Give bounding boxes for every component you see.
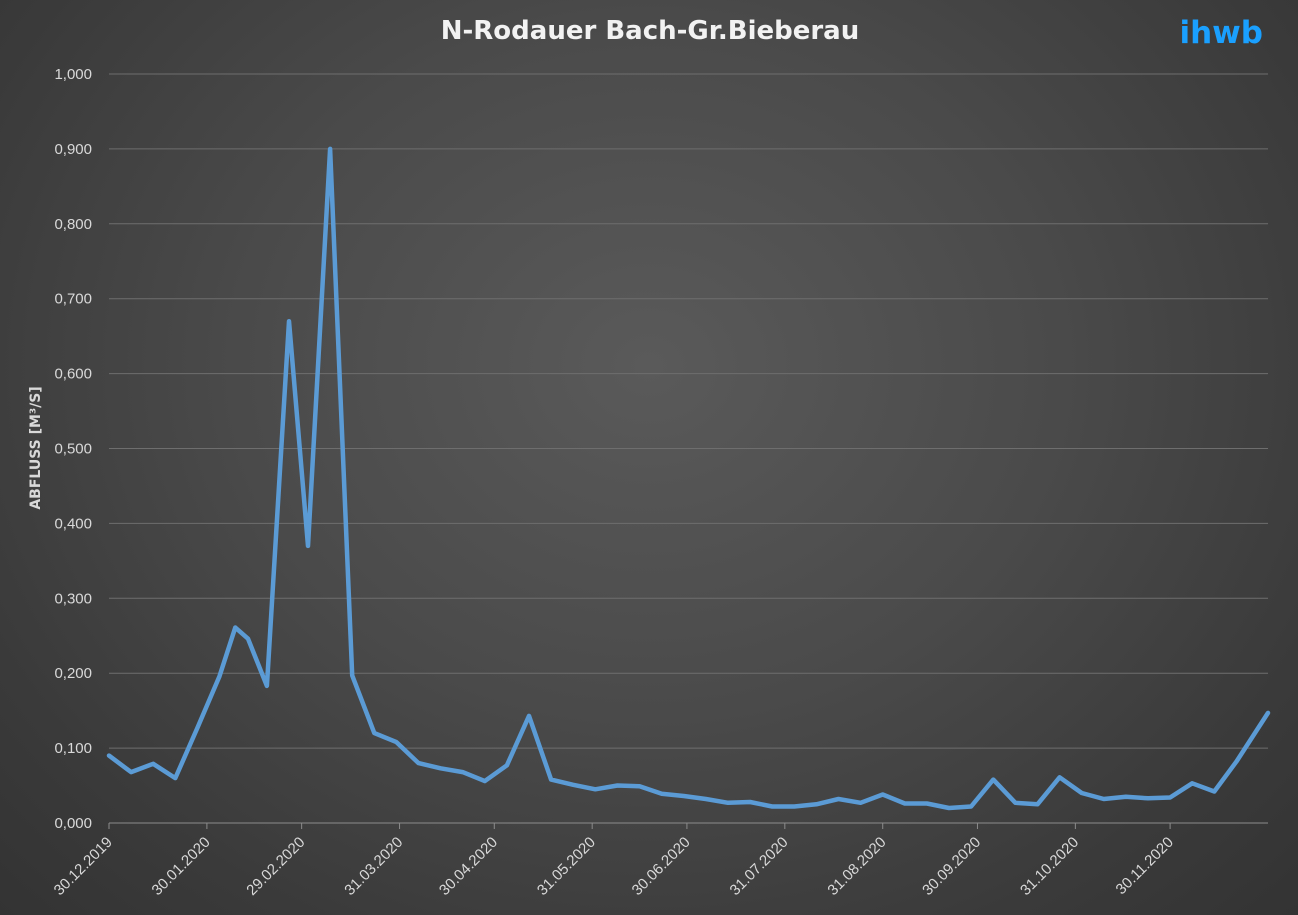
x-tick-label: 30.04.2020 <box>436 834 501 899</box>
y-tick-label: 0,800 <box>54 216 92 233</box>
y-tick-label: 0,900 <box>54 141 92 158</box>
y-tick-label: 0,200 <box>54 665 92 682</box>
y-tick-label: 0,000 <box>54 815 92 832</box>
y-tick-label: 1,000 <box>54 66 92 83</box>
x-axis-ticks: 30.12.2019 30.01.2020 29.02.2020 31.03.2020… <box>51 823 1177 899</box>
x-tick-label: 30.06.2020 <box>629 834 694 899</box>
x-tick-label: 31.07.2020 <box>727 834 792 899</box>
x-tick-label: 30.11.2020 <box>1113 834 1177 898</box>
chart-title: N-Rodauer Bach-Gr.Bieberau <box>441 16 860 46</box>
series-layer <box>106 146 1271 811</box>
y-tick-label: 0,500 <box>54 441 92 458</box>
x-tick-label: 31.05.2020 <box>534 834 599 899</box>
y-tick-label: 0,600 <box>54 366 92 383</box>
y-axis-label: ABFLUSS [M³/S] <box>28 386 44 509</box>
x-tick-label: 31.10.2020 <box>1017 834 1082 899</box>
x-tick-label: 31.08.2020 <box>824 834 889 899</box>
y-tick-label: 0,700 <box>54 291 92 308</box>
x-tick-label: 30.01.2020 <box>149 834 214 899</box>
series-line-0 <box>106 146 1271 811</box>
ihwb-logo: ihwb <box>1179 15 1263 51</box>
y-tick-label: 0,100 <box>54 740 92 757</box>
x-tick-label: 30.09.2020 <box>919 834 984 899</box>
y-axis-ticks: 0,000 0,100 0,200 0,300 0,400 0,500 0,600 0,700… <box>54 66 92 832</box>
x-tick-label: 31.03.2020 <box>341 834 406 899</box>
y-tick-label: 0,300 <box>54 590 92 607</box>
x-tick-label: 29.02.2020 <box>243 834 308 899</box>
gridlines <box>109 73 1268 749</box>
x-tick-label: 30.12.2019 <box>51 834 116 899</box>
y-tick-label: 0,400 <box>54 515 92 532</box>
